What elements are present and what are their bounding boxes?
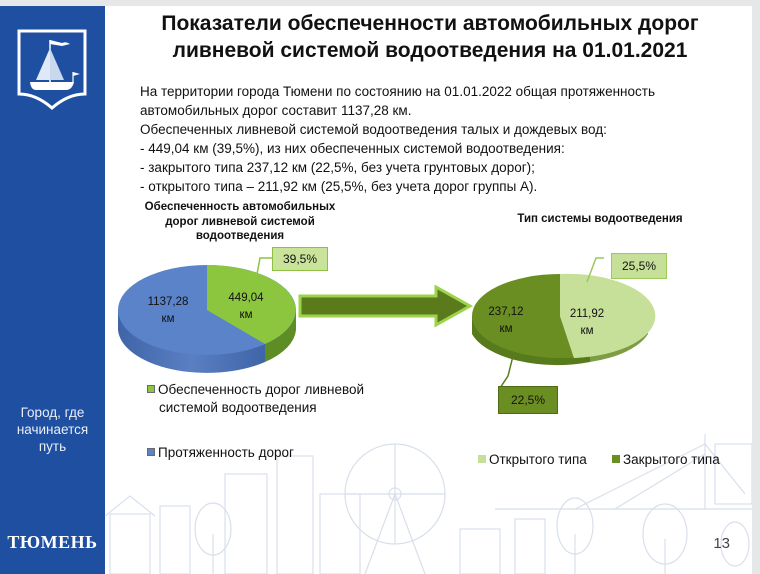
chart-title-line: дорог ливневой системой	[165, 215, 315, 228]
chart2-callout-leader-open	[586, 257, 604, 283]
text-line: На территории города Тюмени по состоянию…	[140, 84, 655, 99]
unit-label: км	[499, 323, 513, 335]
chart1-callout-percent: 39,5%	[272, 247, 328, 271]
slogan: Город, где начинается путь	[0, 404, 105, 455]
legend-swatch-blue	[147, 448, 155, 456]
legend-swatch-dark-green	[612, 455, 620, 463]
legend-swatch-green	[147, 385, 155, 393]
legend-swatch-light-green	[478, 455, 486, 463]
chart1-label-total: 1137,28 км	[138, 294, 198, 328]
chart-title-line: водоотведения	[195, 230, 285, 242]
summary-text: На территории города Тюмени по состоянию…	[140, 82, 730, 196]
legend-label: Обеспеченность дорог ливневой	[158, 382, 365, 397]
legend-label: Закрытого типа	[623, 452, 720, 467]
legend-label: Открытого типа	[489, 452, 587, 467]
chart2-pie	[472, 273, 656, 366]
chart1-title: Обеспеченность автомобильных дорог ливне…	[125, 200, 355, 244]
slogan-line: Город, где	[20, 405, 85, 420]
city-name: ТЮМЕНЬ	[7, 532, 98, 552]
legend-label: системой водоотведения	[159, 400, 317, 415]
legend-label: Протяженность дорог	[158, 445, 294, 460]
value-label: 237,12	[488, 306, 524, 318]
value-label: 449,04	[228, 292, 264, 304]
value-label: 211,92	[569, 308, 605, 320]
page-title: Показатели обеспеченности автомобильных …	[130, 10, 730, 64]
value-label: 1137,28	[147, 296, 189, 308]
chart2-callout-closed: 22,5%	[498, 386, 558, 414]
chart1-legend-covered: Обеспеченность дорог ливневой системой в…	[147, 381, 364, 417]
unit-label: км	[580, 325, 594, 337]
title-line: Показатели обеспеченности автомобильных …	[161, 12, 699, 35]
text-line: автомобильных дорог составит 1137,28 км.	[140, 103, 412, 118]
slide: Город, где начинается путь ТЮМЕНЬ	[0, 6, 752, 574]
coat-of-arms-icon	[17, 29, 87, 110]
chart2-callout-open: 25,5%	[611, 253, 667, 279]
chart2-callout-leader-closed	[499, 351, 515, 389]
chart1-pie	[118, 265, 296, 373]
chart2-legend-open: Открытого типа	[478, 451, 587, 469]
city-skyline-illustration	[104, 434, 752, 574]
chart2-title: Тип системы водоотведения	[517, 213, 683, 225]
chart2-legend-closed: Закрытого типа	[612, 451, 720, 469]
slogan-line: начинается	[16, 422, 89, 437]
arrow-right-icon	[298, 284, 474, 328]
chart-title-line: Обеспеченность автомобильных	[144, 201, 336, 213]
text-line: - открытого типа – 211,92 км (25,5%, без…	[140, 179, 538, 194]
unit-label: км	[239, 309, 253, 321]
chart2-label-open: 211,92 км	[558, 306, 616, 340]
chart1-legend-total: Протяженность дорог	[147, 444, 294, 462]
text-line: - закрытого типа 237,12 км (22,5%, без у…	[140, 160, 535, 175]
title-line: ливневой системой водоотведения на 01.01…	[172, 39, 688, 62]
chart2-label-closed: 237,12 км	[478, 304, 534, 338]
slogan-line: путь	[38, 439, 67, 454]
chart1-callout-leader	[253, 257, 272, 291]
unit-label: км	[161, 313, 175, 325]
sidebar: Город, где начинается путь ТЮМЕНЬ	[0, 6, 105, 574]
text-line: - 449,04 км (39,5%), из них обеспеченных…	[140, 141, 565, 156]
text-line: Обеспеченных ливневой системой водоотвед…	[140, 122, 607, 137]
page-number: 13	[713, 535, 730, 552]
chart1-label-covered: 449,04 км	[216, 290, 276, 324]
